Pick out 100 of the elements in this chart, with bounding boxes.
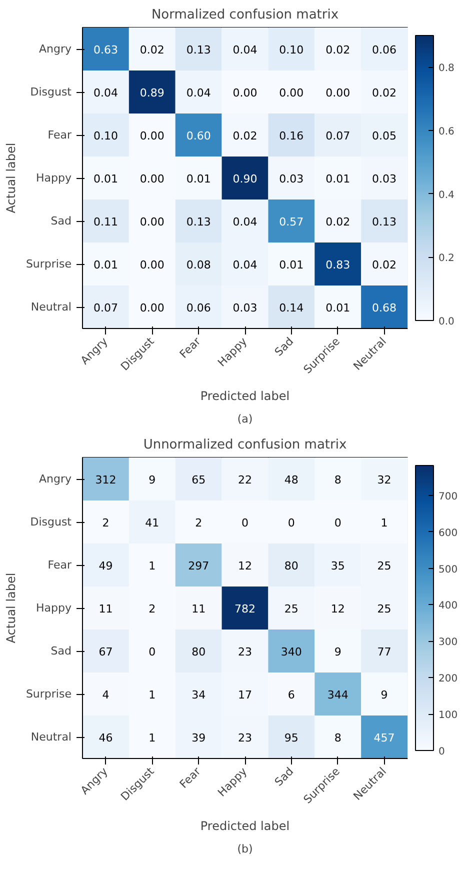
data-label: 344 <box>327 688 348 702</box>
data-label: 0.00 <box>279 86 304 100</box>
data-label: 65 <box>192 474 206 486</box>
data-label: 0.06 <box>186 302 211 314</box>
data-label: 0.68 <box>372 302 397 314</box>
data-label: 0.13 <box>186 44 211 56</box>
data-label: 0.00 <box>140 302 164 314</box>
data-label: 0.02 <box>140 44 164 56</box>
data-label: 0.00 <box>232 86 258 100</box>
data-label: 0.00 <box>140 172 164 186</box>
data-label: 77 <box>377 646 392 658</box>
data-label: 0.04 <box>232 44 258 56</box>
data-label: 0 <box>242 516 248 530</box>
data-label: 0.00 <box>140 216 164 228</box>
data-label: 0.00 <box>140 130 164 142</box>
y-axis-title: Actual label <box>4 572 18 644</box>
data-label: 12 <box>330 602 345 616</box>
color-bar-label: 0.8 <box>438 63 454 74</box>
color-bar-label: 0.0 <box>438 316 454 328</box>
y-tick-label: Disgust <box>30 86 72 98</box>
y-axis-title: Actual label <box>4 142 18 214</box>
data-label: 67 <box>98 646 113 658</box>
data-label: 0.02 <box>326 44 350 56</box>
data-label: 0.04 <box>232 258 258 272</box>
data-label: 25 <box>377 560 392 572</box>
color-bar-label: 200 <box>438 674 458 685</box>
data-label: 0.11 <box>93 216 118 228</box>
data-label: 23 <box>238 732 252 744</box>
x-axis-title: Predicted label <box>200 818 290 833</box>
y-tick-label: Neutral <box>30 300 72 314</box>
data-label: 4 <box>102 688 110 702</box>
data-label: 11 <box>98 602 113 616</box>
data-label: 0.07 <box>93 302 118 314</box>
data-label: 35 <box>330 560 345 572</box>
chart-title: Normalized confusion matrix <box>151 8 339 22</box>
data-label: 0.01 <box>326 302 350 314</box>
color-bar-label: 0.6 <box>438 126 454 138</box>
data-label: 49 <box>98 560 113 572</box>
data-label: 0.13 <box>186 216 211 228</box>
data-label: 0.13 <box>372 216 397 228</box>
data-label: 0 <box>288 516 295 530</box>
chart-title: Unnormalized confusion matrix <box>143 438 347 452</box>
data-label: 46 <box>98 732 113 744</box>
data-label: 80 <box>284 560 298 572</box>
data-label: 457 <box>374 732 395 744</box>
data-label: 9 <box>334 646 342 658</box>
data-label: 0.02 <box>372 86 397 100</box>
data-label: 0.08 <box>186 258 211 272</box>
data-label: 0.00 <box>326 86 350 100</box>
data-label: 0.01 <box>93 172 118 186</box>
data-label: 0.10 <box>279 44 304 56</box>
y-tick-label: Sad <box>50 214 72 228</box>
data-label: 0.01 <box>93 258 118 272</box>
data-label: 0.03 <box>372 172 397 186</box>
data-label: 0.89 <box>140 86 164 100</box>
data-label: 0.90 <box>232 172 258 186</box>
data-label: 11 <box>192 602 206 616</box>
y-tick-label: Happy <box>36 602 72 614</box>
data-label: 0.04 <box>186 86 211 100</box>
data-label: 25 <box>284 602 298 616</box>
data-label: 0.01 <box>279 258 304 272</box>
data-label: 0.03 <box>232 302 258 314</box>
data-label: 312 <box>95 474 116 486</box>
color-bar-label: 100 <box>438 710 458 722</box>
data-label: 6 <box>288 688 295 702</box>
data-label: 0.10 <box>93 130 118 142</box>
data-label: 0.60 <box>186 130 211 142</box>
data-label: 0.06 <box>372 44 397 56</box>
data-label: 41 <box>145 516 160 530</box>
color-bar-label: 500 <box>438 564 458 576</box>
text: (a) <box>237 412 253 426</box>
y-tick-label: Angry <box>38 42 72 56</box>
data-label: 23 <box>238 646 252 658</box>
data-label: 0.63 <box>93 44 118 56</box>
y-tick-label: Neutral <box>30 730 72 744</box>
color-bar-label: 0.4 <box>438 190 454 201</box>
data-label: 0.02 <box>326 216 350 228</box>
data-label: 95 <box>284 732 298 744</box>
data-label: 0.05 <box>372 130 397 142</box>
data-label: 0.03 <box>279 172 304 186</box>
data-label: 1 <box>148 732 156 744</box>
y-tick-label: Disgust <box>30 516 72 528</box>
color-bar-label: 300 <box>438 637 458 648</box>
data-label: 2 <box>148 602 156 616</box>
data-label: 8 <box>334 474 342 486</box>
data-label: 48 <box>284 474 298 486</box>
x-axis-title: Predicted label <box>200 388 290 403</box>
y-tick-label: Angry <box>38 472 72 486</box>
data-label: 0 <box>148 646 156 658</box>
data-label: 8 <box>334 732 342 744</box>
y-tick-label: Sad <box>50 644 72 658</box>
data-label: 25 <box>377 602 392 616</box>
color-bar-label: 0.2 <box>438 253 454 264</box>
data-label: 32 <box>377 474 392 486</box>
data-label: 340 <box>280 646 302 658</box>
data-label: 0.04 <box>232 216 258 228</box>
data-label: 0.01 <box>186 172 211 186</box>
color-bar-label: 600 <box>438 528 458 539</box>
y-tick-label: Surprise <box>26 258 72 270</box>
data-label: 1 <box>148 688 156 702</box>
